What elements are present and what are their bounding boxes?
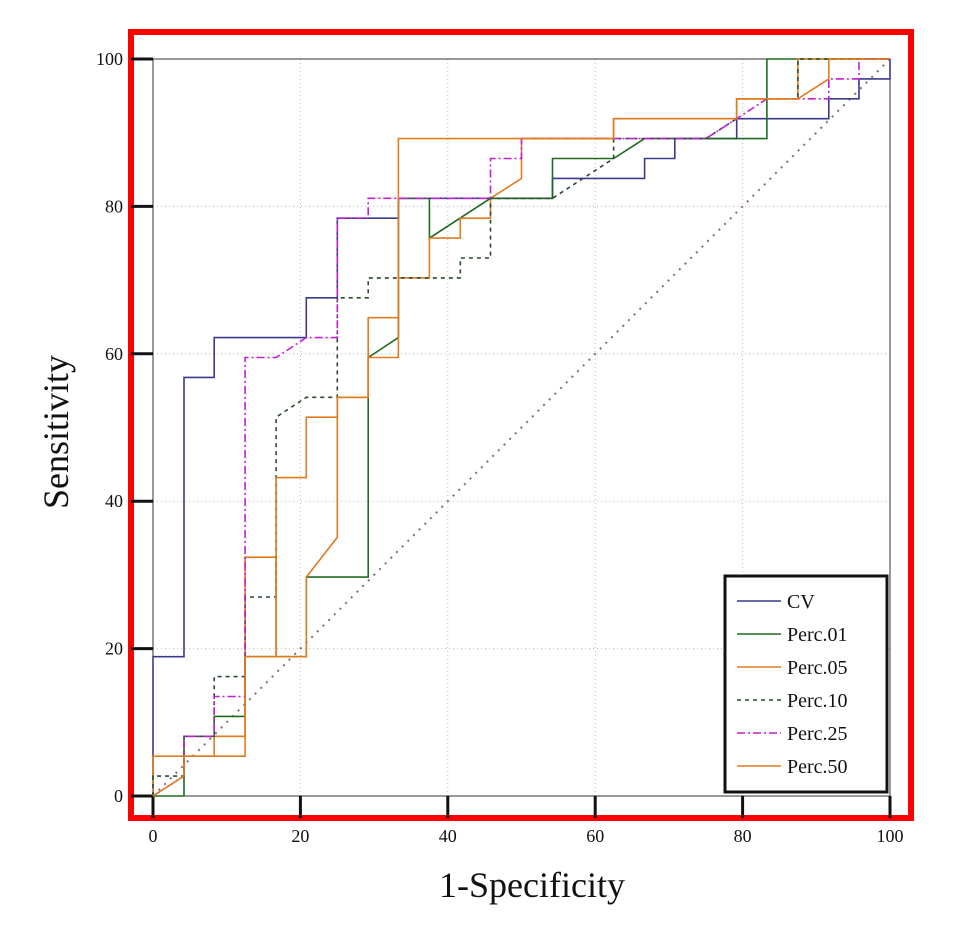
reference-layer [152,58,891,797]
y-tick-label: 60 [105,344,123,364]
x-tick-label: 80 [734,826,752,846]
x-tick-label: 40 [439,826,457,846]
x-tick-label: 20 [291,826,309,846]
y-tick-label: 40 [105,491,123,511]
series-layer [152,58,891,797]
legend-label: Perc.01 [787,624,848,646]
legend-label: Perc.25 [787,723,848,745]
legend-box [723,574,889,794]
series-line-perc50 [152,58,890,797]
legend-items: CV Perc.01 Perc.05 Perc.10 Perc.25 Perc.50 [737,591,848,778]
reference-diagonal-line [152,58,891,797]
x-tick-label: 0 [149,826,158,846]
legend-label: Perc.50 [787,756,848,778]
y-tick-label: 100 [96,49,123,69]
ticks-layer: 0 20 40 60 80 100 0 20 40 60 80 100 [96,49,904,846]
legend-label: Perc.05 [787,657,848,679]
legend: CV Perc.01 Perc.05 Perc.10 Perc.25 Perc.50 [723,574,889,794]
x-tick-label: 60 [586,826,604,846]
chart-outer-frame [128,29,914,821]
y-tick-label: 0 [114,786,123,806]
legend-label: CV [787,591,815,613]
y-tick-label: 80 [105,196,123,216]
x-axis-label: 1-Specificity [439,865,625,905]
plot-area-border [152,58,891,797]
y-tick-label: 20 [105,639,123,659]
series-line-perc25 [152,58,890,797]
legend-label: Perc.10 [787,690,848,712]
x-tick-label: 100 [877,826,904,846]
y-axis-label: Sensitivity [36,355,76,509]
